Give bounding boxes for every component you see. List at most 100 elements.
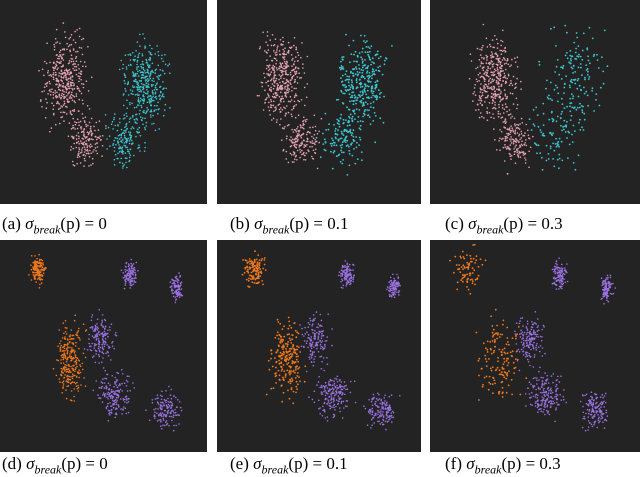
point	[385, 429, 387, 431]
point	[266, 59, 268, 61]
point	[108, 410, 110, 412]
point	[161, 391, 163, 393]
point	[91, 131, 93, 133]
point	[505, 69, 507, 71]
point	[514, 118, 516, 120]
point	[74, 128, 76, 130]
point	[67, 72, 69, 74]
point	[146, 62, 148, 64]
point	[319, 387, 321, 389]
point	[126, 128, 128, 130]
point	[289, 139, 291, 141]
point	[126, 68, 128, 70]
point	[571, 93, 573, 95]
point	[502, 30, 504, 32]
point	[316, 137, 318, 139]
point	[498, 140, 500, 142]
point	[357, 87, 359, 89]
point	[165, 390, 167, 392]
point	[61, 355, 63, 357]
point	[170, 407, 172, 409]
point	[134, 55, 136, 57]
point	[127, 375, 129, 377]
point	[123, 94, 125, 96]
point	[178, 287, 180, 289]
point	[504, 47, 506, 49]
point	[342, 75, 344, 77]
point	[488, 62, 490, 64]
point	[258, 272, 260, 274]
point	[511, 142, 513, 144]
point	[266, 97, 268, 99]
point	[345, 89, 347, 91]
point	[344, 265, 346, 267]
point	[268, 360, 270, 362]
point	[494, 91, 496, 93]
point	[151, 85, 153, 87]
point	[122, 167, 124, 169]
point	[341, 163, 343, 165]
point	[133, 128, 135, 130]
point	[364, 64, 366, 66]
point	[349, 109, 351, 111]
point	[490, 71, 492, 73]
point	[501, 131, 503, 133]
point	[114, 159, 116, 161]
point	[268, 106, 270, 108]
point	[265, 82, 267, 84]
point	[85, 155, 87, 157]
point	[89, 138, 91, 140]
point	[131, 140, 133, 142]
point	[342, 102, 344, 104]
point	[486, 38, 488, 40]
point	[256, 270, 258, 272]
caption-subscript: break	[34, 462, 61, 476]
point	[492, 94, 494, 96]
point	[565, 75, 567, 77]
point	[139, 127, 141, 129]
point	[499, 138, 501, 140]
point	[47, 70, 49, 72]
point	[573, 42, 575, 44]
point	[128, 131, 130, 133]
point	[35, 281, 37, 283]
point	[393, 278, 395, 280]
point	[336, 119, 338, 121]
point	[166, 405, 168, 407]
point	[317, 168, 319, 170]
point	[39, 277, 41, 279]
caption: (b) σbreak(p) = 0.1	[230, 214, 349, 237]
point	[332, 385, 334, 387]
point	[70, 149, 72, 151]
point	[316, 384, 318, 386]
point	[336, 378, 338, 380]
point	[373, 91, 375, 93]
point	[135, 114, 137, 116]
point	[275, 92, 277, 94]
point	[342, 84, 344, 86]
point	[287, 74, 289, 76]
point	[314, 356, 316, 358]
point	[300, 77, 302, 79]
point	[511, 130, 513, 132]
point	[138, 105, 140, 107]
point	[84, 149, 86, 151]
point	[97, 394, 99, 396]
point	[143, 103, 145, 105]
point	[360, 35, 362, 37]
point	[525, 153, 527, 155]
point	[352, 121, 354, 123]
point	[508, 133, 510, 135]
point	[156, 89, 158, 91]
point	[132, 85, 134, 87]
point	[163, 419, 165, 421]
point	[494, 104, 496, 106]
point	[289, 350, 291, 352]
point	[498, 94, 500, 96]
point	[530, 147, 532, 149]
point	[133, 280, 135, 282]
point	[292, 353, 294, 355]
point	[168, 425, 170, 427]
point	[71, 146, 73, 148]
point	[394, 291, 396, 293]
